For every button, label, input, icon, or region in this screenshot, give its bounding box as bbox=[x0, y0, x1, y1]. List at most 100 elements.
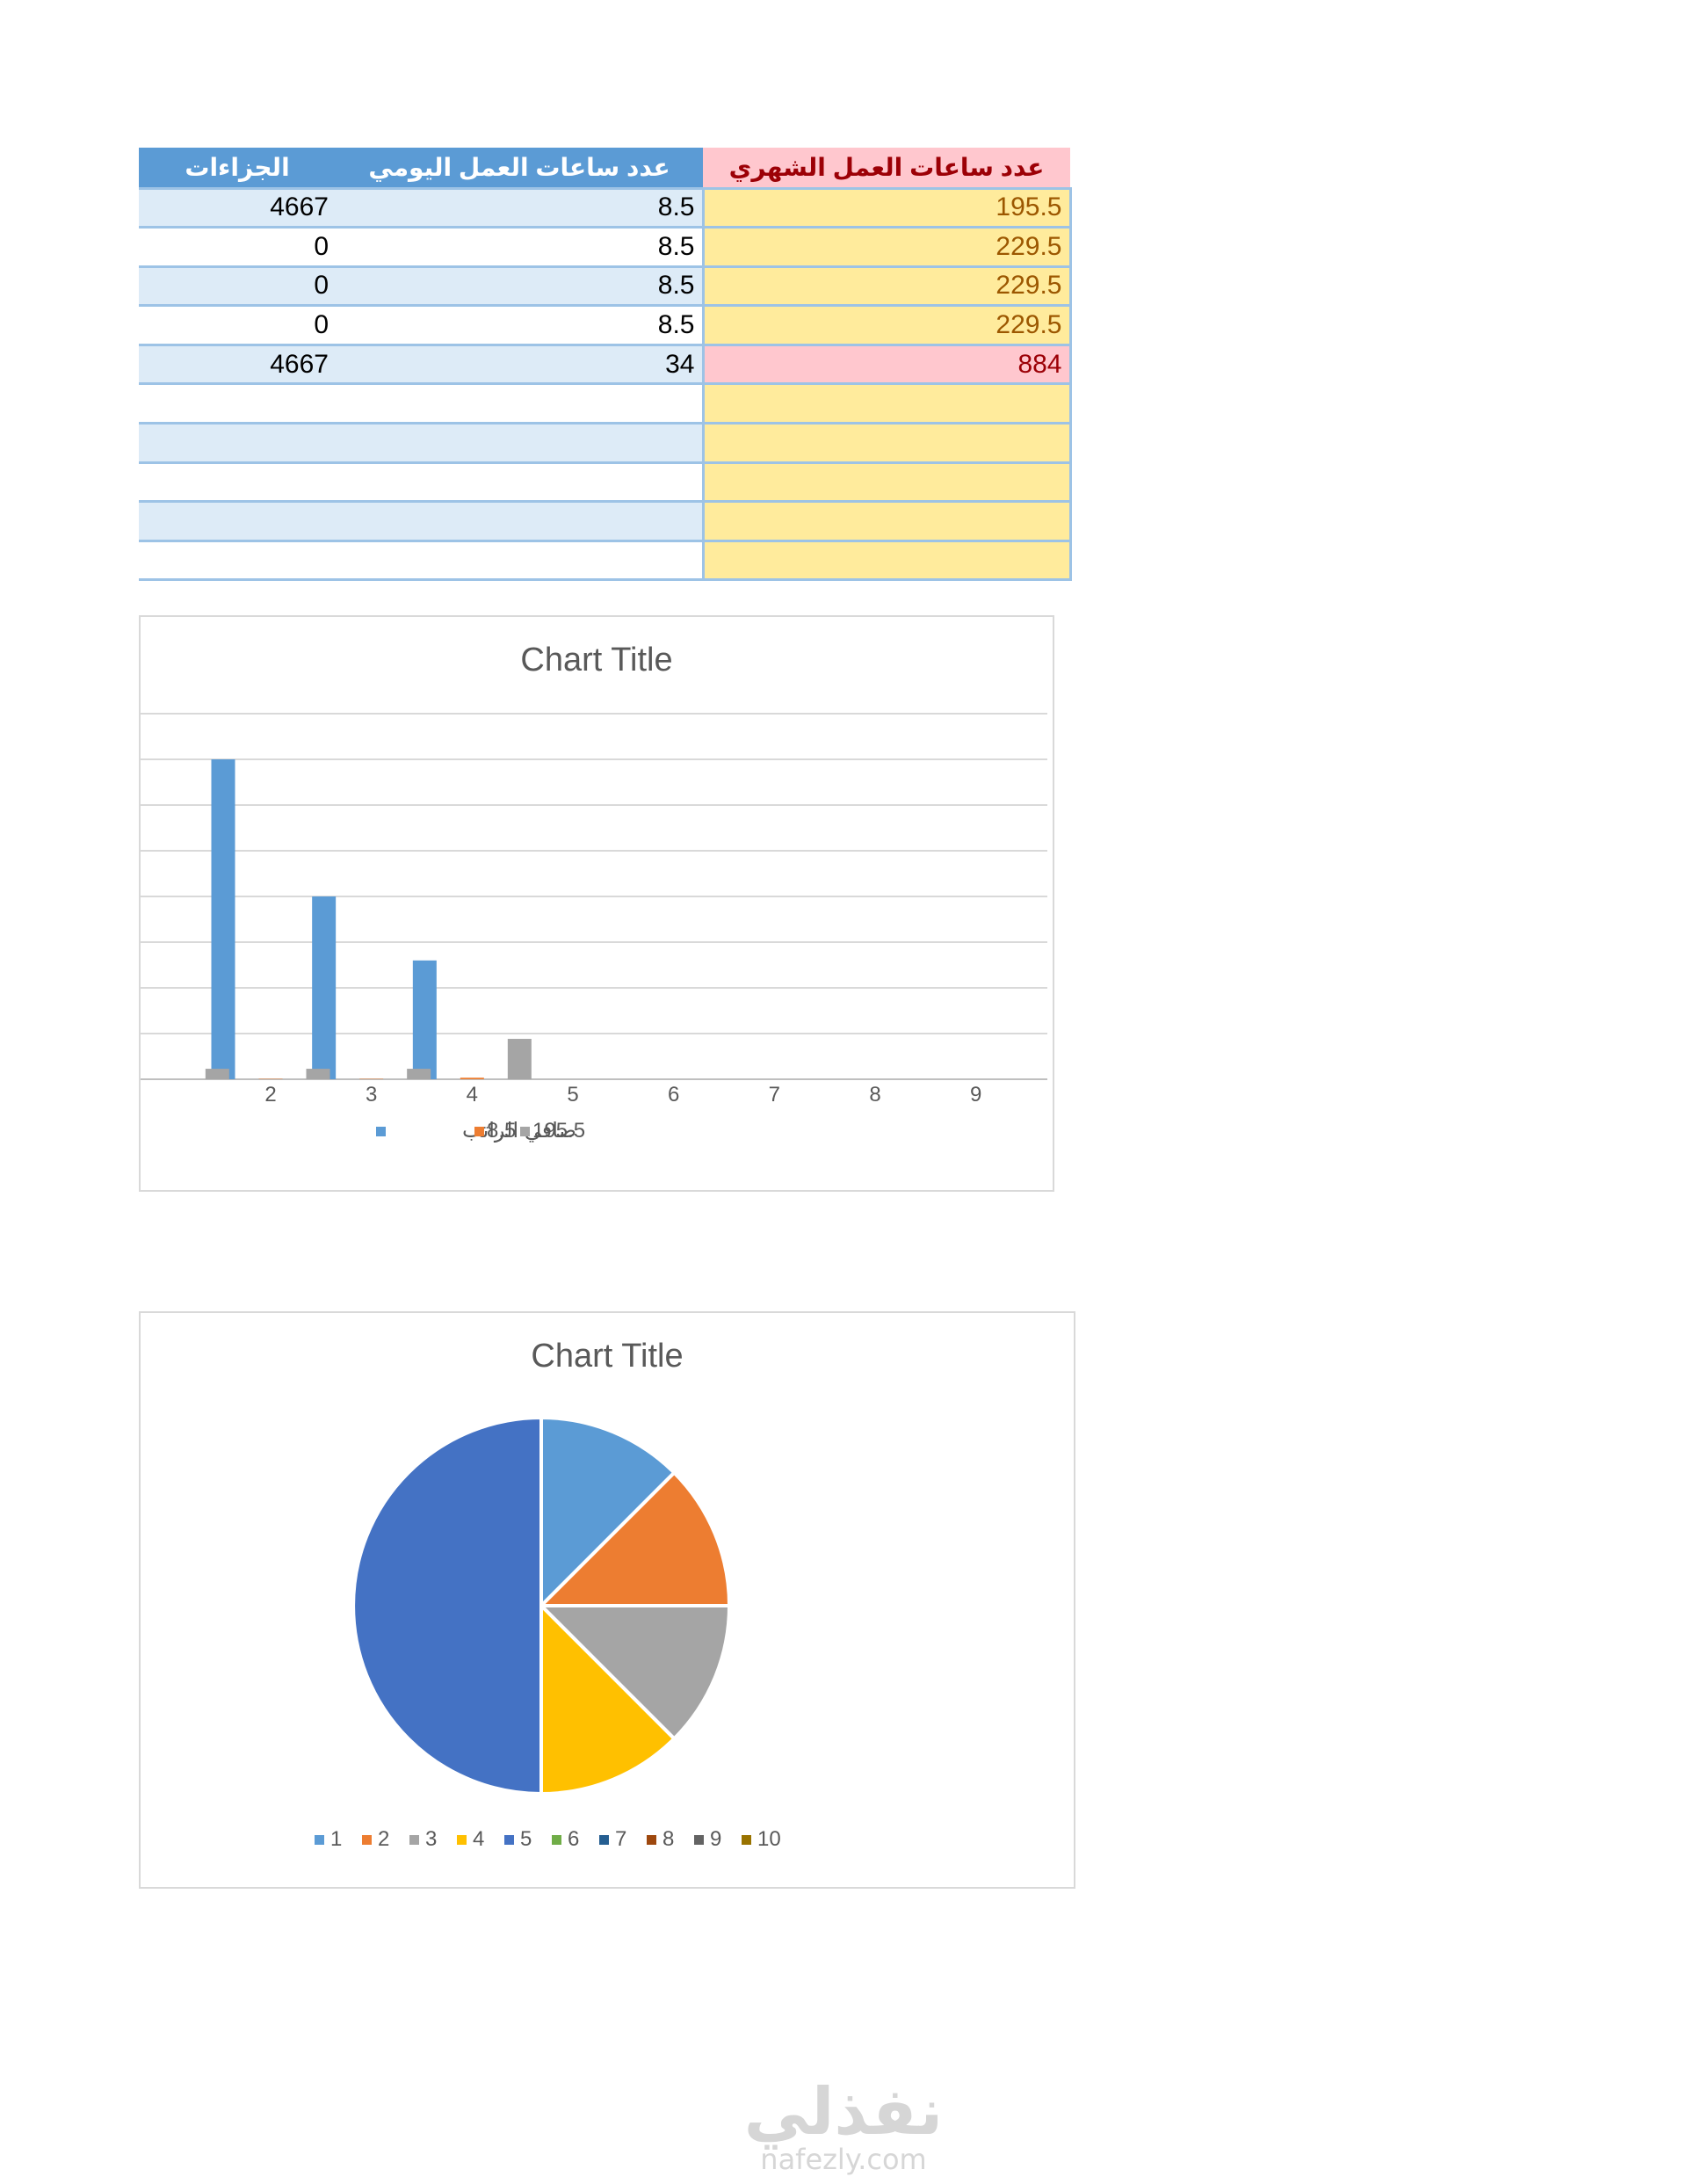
legend-swatch bbox=[362, 1835, 372, 1845]
table-cell[interactable] bbox=[139, 462, 336, 504]
x-tick-label: 8 bbox=[869, 1083, 880, 1107]
legend-label: 8.5 bbox=[487, 1119, 516, 1143]
bar[interactable] bbox=[205, 1069, 229, 1079]
bar[interactable] bbox=[460, 1077, 484, 1079]
table-row: 0 8.5 229.5 bbox=[139, 227, 1072, 268]
x-tick-label: 3 bbox=[366, 1083, 377, 1107]
table-cell[interactable]: 8.5 bbox=[336, 266, 703, 308]
pie-slices bbox=[351, 1415, 732, 1796]
table-row: 0 8.5 229.5 bbox=[139, 266, 1072, 308]
pie-chart-plot: 1 2 3 4 5 6 7 8 9 10 bbox=[315, 1415, 781, 1851]
table-cell[interactable] bbox=[139, 423, 336, 464]
table-cell[interactable] bbox=[336, 423, 703, 464]
bar[interactable] bbox=[507, 1039, 532, 1079]
table-cell[interactable]: 229.5 bbox=[701, 227, 1072, 268]
legend-label: 10 bbox=[757, 1827, 781, 1851]
table-row bbox=[139, 383, 1072, 425]
bar[interactable] bbox=[312, 896, 337, 1079]
x-tick-label: 5 bbox=[567, 1083, 578, 1107]
table-cell[interactable]: 229.5 bbox=[701, 266, 1072, 308]
table-row bbox=[139, 541, 1072, 582]
bar[interactable] bbox=[407, 1069, 431, 1079]
legend-label: 2 bbox=[378, 1827, 389, 1851]
bar[interactable] bbox=[412, 960, 437, 1079]
table-cell[interactable]: 195.5 bbox=[701, 188, 1072, 229]
table-cell[interactable]: 34 bbox=[336, 345, 703, 386]
table-cell[interactable] bbox=[139, 501, 336, 542]
pie-slice[interactable] bbox=[539, 1601, 677, 1796]
bar-chart-title: Chart Title bbox=[520, 642, 673, 678]
table-cell[interactable]: 8.5 bbox=[336, 227, 703, 268]
legend-label: 1 bbox=[330, 1827, 342, 1851]
table-cell[interactable] bbox=[701, 462, 1072, 504]
x-tick-label: 7 bbox=[769, 1083, 780, 1107]
legend-label: 6 bbox=[568, 1827, 579, 1851]
table-cell[interactable] bbox=[336, 383, 703, 425]
table-cell[interactable] bbox=[139, 383, 336, 425]
table-cell[interactable] bbox=[139, 541, 336, 582]
legend-label: 4 bbox=[473, 1827, 484, 1851]
table-cell[interactable]: 8.5 bbox=[336, 188, 703, 229]
x-tick-labels: 2 3 4 5 6 7 8 9 bbox=[264, 1083, 981, 1107]
table-cell[interactable] bbox=[336, 501, 703, 542]
legend-swatch bbox=[409, 1835, 419, 1845]
legend-swatch bbox=[694, 1835, 704, 1845]
table-row: 4667 34 884 bbox=[139, 345, 1072, 386]
legend-swatch bbox=[315, 1835, 324, 1845]
watermark: نفذلي nafezly.com bbox=[0, 2074, 1687, 2176]
table-cell[interactable]: 0 bbox=[139, 305, 336, 346]
salary-table: الجزاءات عدد ساعات العمل اليومي عدد ساعات … bbox=[139, 148, 1072, 582]
table-cell[interactable]: 0 bbox=[139, 266, 336, 308]
table-row bbox=[139, 423, 1072, 464]
x-tick-label: 2 bbox=[264, 1083, 276, 1107]
legend-swatch bbox=[552, 1835, 561, 1845]
table-cell[interactable] bbox=[336, 541, 703, 582]
table-cell[interactable]: 8.5 bbox=[336, 305, 703, 346]
legend-label: 3 bbox=[425, 1827, 437, 1851]
legend-label: 8 bbox=[662, 1827, 674, 1851]
pie-slice[interactable] bbox=[537, 1469, 732, 1607]
table-cell[interactable]: 229.5 bbox=[701, 305, 1072, 346]
bar-series bbox=[205, 1039, 532, 1079]
watermark-url: nafezly.com bbox=[760, 2143, 927, 2176]
pie-legend: 1 2 3 4 5 6 7 8 9 10 bbox=[315, 1827, 781, 1851]
bar-gridlines bbox=[141, 713, 1047, 1080]
table-cell[interactable]: 884 bbox=[701, 345, 1072, 386]
legend-swatch bbox=[504, 1835, 514, 1845]
bar-series bbox=[258, 1077, 484, 1079]
legend-label: 7 bbox=[615, 1827, 626, 1851]
pie-slice[interactable] bbox=[539, 1415, 677, 1610]
table-cell[interactable] bbox=[336, 462, 703, 504]
bar[interactable] bbox=[306, 1069, 330, 1079]
table-cell[interactable]: 0 bbox=[139, 227, 336, 268]
table-header-cell: الجزاءات bbox=[139, 148, 336, 190]
pie-chart[interactable]: Chart Title 1 2 3 4 5 6 7 8 9 10 bbox=[139, 1311, 1075, 1889]
table-cell[interactable] bbox=[701, 501, 1072, 542]
bar-series bbox=[211, 759, 437, 1079]
x-tick-label: 6 bbox=[668, 1083, 679, 1107]
legend-label: 5 bbox=[520, 1827, 532, 1851]
x-tick-label: 9 bbox=[970, 1083, 981, 1107]
table-header-cell: عدد ساعات العمل الشهري bbox=[703, 148, 1070, 190]
pie-chart-title: Chart Title bbox=[531, 1338, 684, 1375]
pie-slice[interactable] bbox=[351, 1415, 543, 1796]
x-tick-label: 4 bbox=[467, 1083, 478, 1107]
pie-slice[interactable] bbox=[537, 1604, 732, 1742]
legend-swatch bbox=[376, 1127, 386, 1136]
watermark-logo: نفذلي bbox=[743, 2074, 944, 2150]
table-cell[interactable]: 4667 bbox=[139, 188, 336, 229]
table-cell[interactable]: 4667 bbox=[139, 345, 336, 386]
table-cell[interactable] bbox=[701, 423, 1072, 464]
table-cell[interactable] bbox=[701, 383, 1072, 425]
bar-chart[interactable]: Chart Title 2 3 4 5 6 7 8 9 صافي الراتب 8.5 195.5 bbox=[139, 615, 1054, 1192]
legend-label: 195.5 bbox=[532, 1119, 585, 1143]
table-row bbox=[139, 462, 1072, 504]
legend-swatch bbox=[474, 1127, 484, 1136]
legend-label: 9 bbox=[710, 1827, 721, 1851]
bar[interactable] bbox=[211, 759, 235, 1079]
table-header-cell: عدد ساعات العمل اليومي bbox=[336, 148, 703, 190]
legend-swatch bbox=[647, 1835, 656, 1845]
table-header-row: الجزاءات عدد ساعات العمل اليومي عدد ساعات … bbox=[139, 148, 1070, 190]
table-cell[interactable] bbox=[701, 541, 1072, 582]
